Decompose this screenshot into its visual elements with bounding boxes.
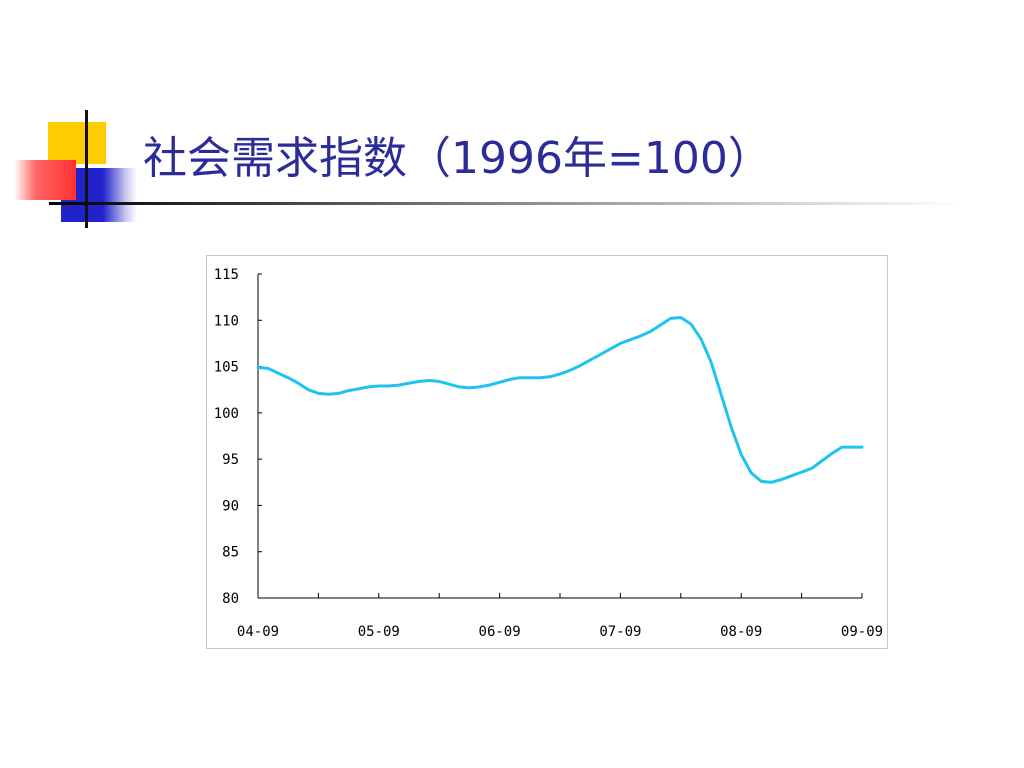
y-tick-label: 115 (214, 267, 239, 283)
y-tick-label: 80 (222, 591, 239, 607)
y-tick-label: 100 (214, 406, 239, 422)
x-tick-label: 08-09 (720, 624, 762, 640)
y-tick-label: 110 (214, 313, 239, 329)
slide-title: 社会需求指数（1996年=100） (143, 133, 772, 184)
x-tick-label: 07-09 (599, 624, 641, 640)
x-tick-label: 06-09 (479, 624, 521, 640)
y-tick-label: 90 (222, 498, 239, 514)
decor-vertical-rule (85, 110, 88, 228)
decor-red-square (14, 160, 76, 200)
y-tick-label: 95 (222, 452, 239, 468)
x-tick-label: 05-09 (358, 624, 400, 640)
y-tick-label: 105 (214, 360, 239, 376)
decor-yellow-square (48, 122, 106, 164)
y-tick-label: 85 (222, 545, 239, 561)
title-underline-rule (49, 202, 964, 205)
chart: 115 110 105 100 95 90 85 80 04-09 05-09 06-09 07-09… (214, 267, 883, 640)
x-tick-label: 04-09 (237, 624, 279, 640)
chart-frame: 115 110 105 100 95 90 85 80 04-09 05-09 06-09 07-09… (206, 255, 888, 649)
series-line (256, 316, 864, 484)
x-tick-label: 09-09 (841, 624, 883, 640)
